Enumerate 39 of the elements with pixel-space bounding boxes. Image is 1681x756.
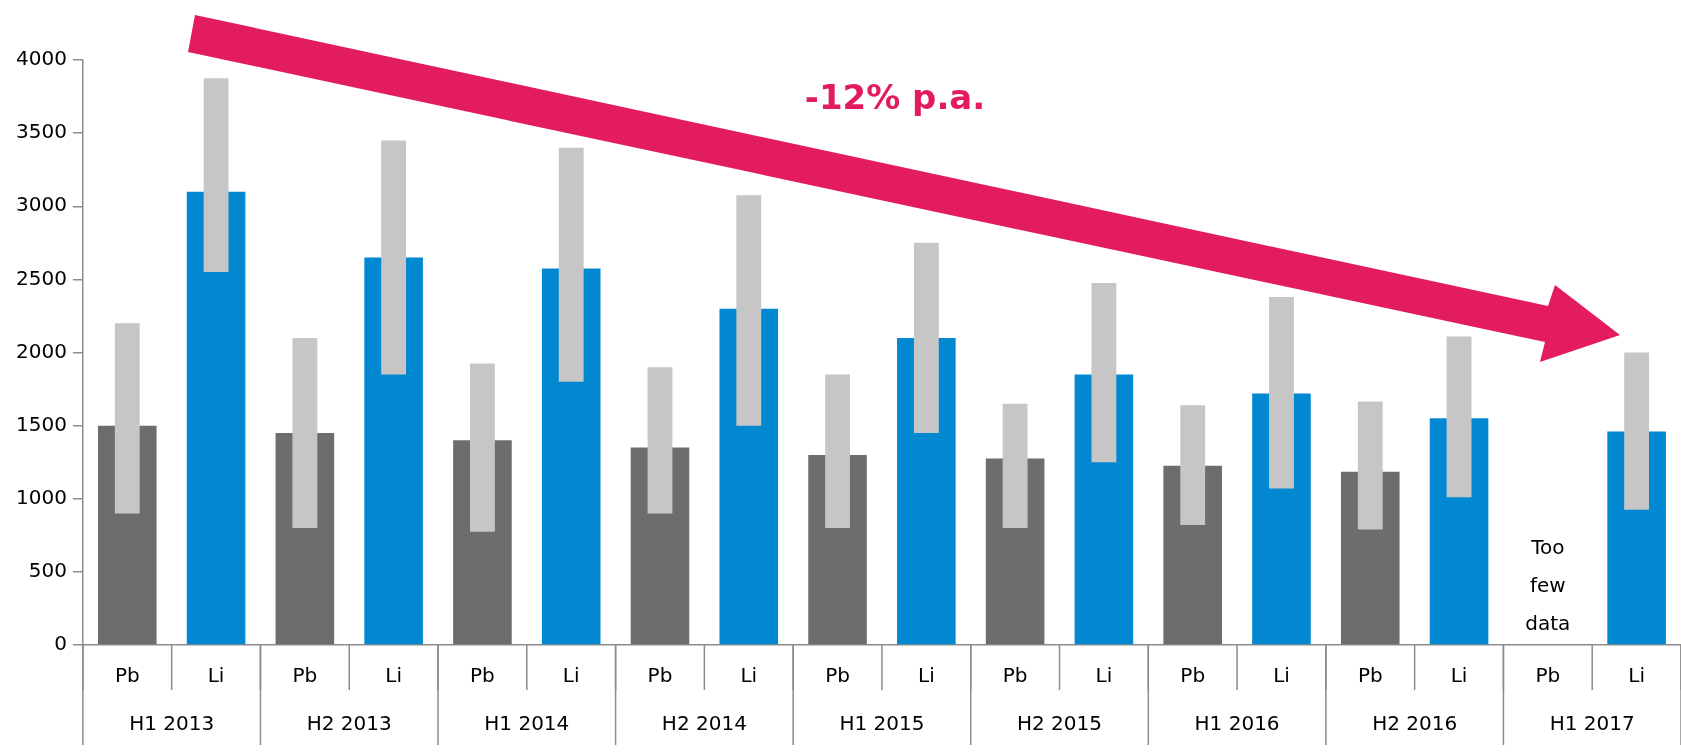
y-tick-label: 0 <box>54 631 67 656</box>
x-tick-label: Pb <box>114 663 140 688</box>
annotation: Too few data <box>1525 535 1571 636</box>
x-tick-label: Pb <box>1357 663 1383 688</box>
x-tick-label: Li <box>385 663 402 688</box>
x-tick-label: Li <box>917 663 935 688</box>
y-tick-label: 1000 <box>15 484 67 509</box>
x-tick-label: Li <box>207 663 225 688</box>
y-tick-label: 3000 <box>15 192 67 217</box>
x-tick-label: Pb <box>825 663 850 688</box>
text: H2 2014 <box>661 711 747 736</box>
text: H1 2014 <box>484 711 570 736</box>
x-tick-label: Pb <box>1180 663 1206 688</box>
x-tick-label: Pb <box>1535 663 1561 688</box>
y-tick-label: 1500 <box>15 411 67 436</box>
text: H2 2015 <box>1017 711 1103 736</box>
y-tick-label: 500 <box>28 558 67 583</box>
x-tick-label: Li <box>1450 663 1468 688</box>
text: H1 2017 <box>1549 711 1635 736</box>
text: H1 2015 <box>839 711 925 736</box>
x-tick-label: Li <box>1628 663 1645 688</box>
annotation: -12% p.a. <box>804 76 986 117</box>
y-tick-label: 4000 <box>15 46 67 71</box>
y-tick-label: 2000 <box>15 338 67 363</box>
y-tick-label: 2500 <box>15 265 67 290</box>
text: H2 2016 <box>1372 711 1458 736</box>
x-tick-label: Li <box>740 663 758 688</box>
x-tick-label: Li <box>1095 663 1113 688</box>
x-tick-label: Pb <box>1002 663 1028 688</box>
x-tick-label: Li <box>562 663 580 688</box>
x-tick-label: Li <box>1273 663 1290 688</box>
x-tick-label: Pb <box>292 663 318 688</box>
bar <box>186 191 246 645</box>
y-tick-label: 3500 <box>15 119 67 144</box>
text: H2 2013 <box>306 711 392 736</box>
x-tick-label: Pb <box>470 663 495 688</box>
text: H1 2013 <box>129 711 215 736</box>
x-tick-label: Pb <box>647 663 673 688</box>
text: H1 2016 <box>1194 711 1280 736</box>
